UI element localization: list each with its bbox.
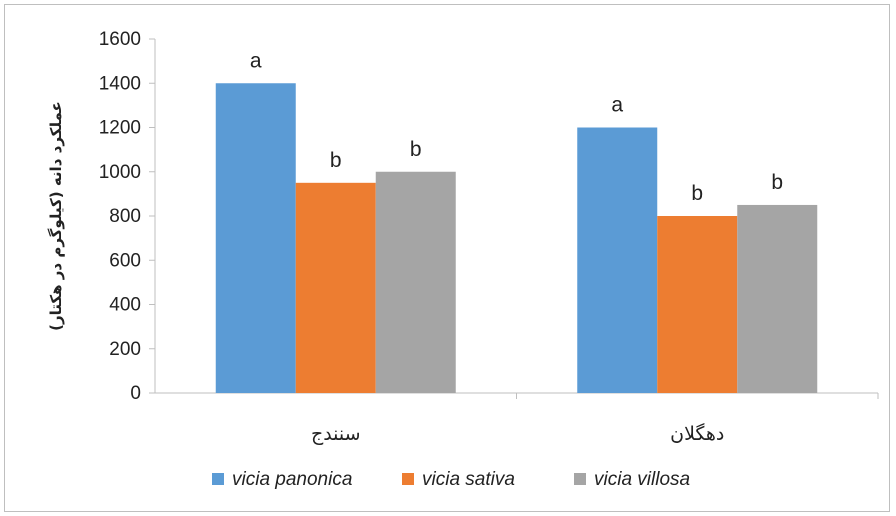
- bar-vicia-panonica: [215, 83, 296, 393]
- y-tick-label: 0: [130, 383, 141, 404]
- legend-label: vicia villosa: [594, 469, 690, 490]
- y-tick-label: 200: [109, 339, 141, 360]
- data-label: b: [410, 138, 422, 161]
- data-label: a: [611, 94, 623, 117]
- x-category-label: دهگلان: [670, 422, 724, 445]
- bar-vicia-panonica: [577, 127, 658, 393]
- legend-swatch: [574, 473, 586, 485]
- data-label: a: [250, 49, 262, 72]
- bar-vicia-villosa: [737, 204, 818, 393]
- y-tick-label: 1000: [99, 162, 141, 183]
- bar-vicia-sativa: [657, 216, 738, 393]
- y-tick-label: 1200: [99, 118, 141, 139]
- legend-label: vicia panonica: [232, 469, 352, 490]
- legend-swatch: [212, 473, 224, 485]
- legend-swatch: [402, 473, 414, 485]
- bar-vicia-sativa: [295, 182, 376, 393]
- x-category-label: سنندج: [311, 423, 361, 445]
- y-tick-label: 400: [109, 295, 141, 316]
- data-label: b: [771, 171, 783, 194]
- y-tick-label: 1400: [99, 73, 141, 94]
- legend-label: vicia sativa: [422, 469, 515, 490]
- y-tick-label: 1600: [99, 29, 141, 50]
- data-label: b: [330, 149, 342, 172]
- y-tick-label: 600: [109, 250, 141, 271]
- bar-vicia-villosa: [375, 171, 456, 393]
- y-axis-title: عملکرد دانه (کیلوگرم در هکتار): [47, 101, 65, 331]
- y-tick-label: 800: [109, 206, 141, 227]
- data-label: b: [691, 182, 703, 205]
